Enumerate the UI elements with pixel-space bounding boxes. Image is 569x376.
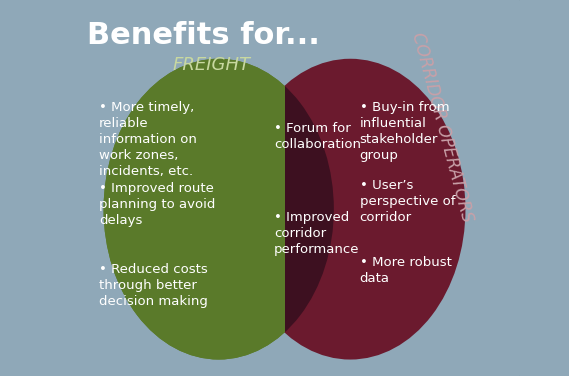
- Text: FREIGHT: FREIGHT: [172, 56, 251, 74]
- Text: • Improved
corridor
performance: • Improved corridor performance: [274, 211, 360, 256]
- FancyBboxPatch shape: [47, 0, 522, 376]
- Ellipse shape: [104, 59, 334, 359]
- Text: • Buy-in from
influential
stakeholder
group: • Buy-in from influential stakeholder gr…: [360, 101, 450, 162]
- Text: CORRIDOR OPERATORS: CORRIDOR OPERATORS: [408, 30, 476, 224]
- Text: • Improved route
planning to avoid
delays: • Improved route planning to avoid delay…: [99, 182, 215, 227]
- Text: • Reduced costs
through better
decision making: • Reduced costs through better decision …: [99, 263, 208, 308]
- Text: • Forum for
collaboration: • Forum for collaboration: [274, 122, 361, 151]
- Ellipse shape: [235, 59, 465, 359]
- Ellipse shape: [104, 59, 334, 359]
- Text: Benefits for...: Benefits for...: [87, 21, 320, 50]
- Text: • More robust
data: • More robust data: [360, 256, 452, 285]
- Text: • More timely,
reliable
information on
work zones,
incidents, etc.: • More timely, reliable information on w…: [99, 101, 197, 178]
- Text: • User’s
perspective of
corridor: • User’s perspective of corridor: [360, 179, 455, 224]
- Ellipse shape: [104, 59, 334, 359]
